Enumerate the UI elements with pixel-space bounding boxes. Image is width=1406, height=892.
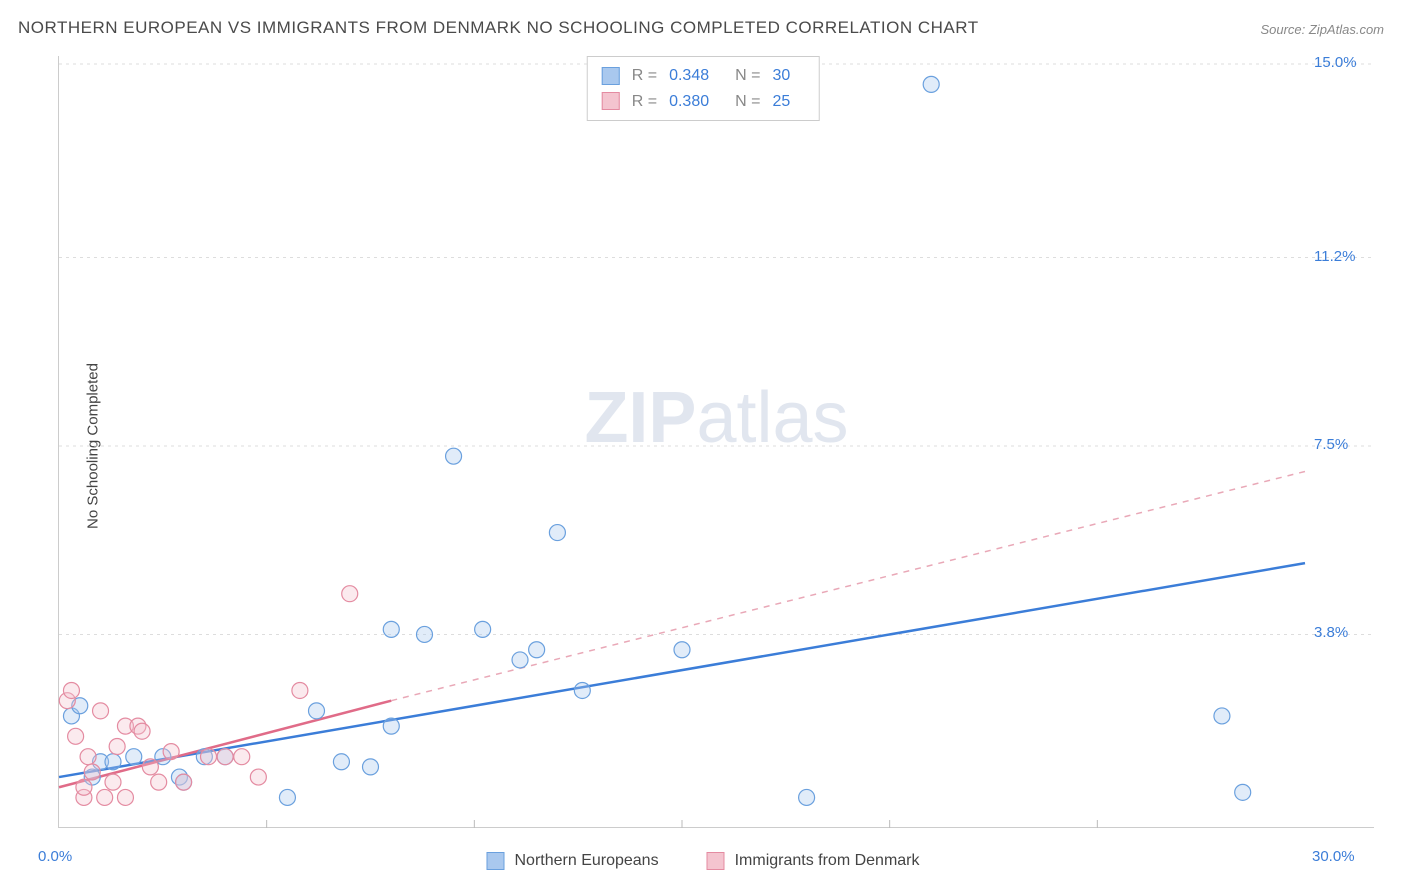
scatter-point xyxy=(234,749,250,765)
scatter-point xyxy=(217,749,233,765)
scatter-point xyxy=(163,744,179,760)
chart-title: NORTHERN EUROPEAN VS IMMIGRANTS FROM DEN… xyxy=(18,18,979,38)
scatter-point xyxy=(201,749,217,765)
legend-item-denmark: Immigrants from Denmark xyxy=(707,852,920,870)
source-label: Source: ZipAtlas.com xyxy=(1260,22,1384,37)
scatter-point xyxy=(363,759,379,775)
chart-container: NORTHERN EUROPEAN VS IMMIGRANTS FROM DEN… xyxy=(0,0,1406,892)
scatter-point xyxy=(416,626,432,642)
scatter-point xyxy=(799,789,815,805)
legend-label-denmark: Immigrants from Denmark xyxy=(735,852,920,870)
n-value-denmark: 25 xyxy=(772,89,790,115)
n-value-northern: 30 xyxy=(772,63,790,89)
scatter-point xyxy=(105,774,121,790)
scatter-point xyxy=(97,789,113,805)
scatter-point xyxy=(309,703,325,719)
r-label: R = xyxy=(632,89,657,115)
scatter-point xyxy=(292,682,308,698)
scatter-point xyxy=(446,448,462,464)
scatter-point xyxy=(383,621,399,637)
plot-area: ZIPatlas xyxy=(58,56,1374,828)
xtick-max-label: 30.0% xyxy=(1312,848,1355,865)
scatter-point xyxy=(383,718,399,734)
legend-row-northern: R = 0.348 N = 30 xyxy=(602,63,805,89)
scatter-point xyxy=(151,774,167,790)
scatter-point xyxy=(674,642,690,658)
scatter-point xyxy=(549,525,565,541)
swatch-denmark xyxy=(602,92,620,110)
ytick-label: 15.0% xyxy=(1314,54,1357,71)
scatter-point xyxy=(333,754,349,770)
scatter-point xyxy=(176,774,192,790)
ytick-label: 7.5% xyxy=(1314,436,1348,453)
scatter-point xyxy=(529,642,545,658)
scatter-point xyxy=(512,652,528,668)
ytick-label: 11.2% xyxy=(1314,248,1355,265)
scatter-point xyxy=(63,682,79,698)
scatter-point xyxy=(923,76,939,92)
correlation-legend: R = 0.348 N = 30 R = 0.380 N = 25 xyxy=(587,56,820,121)
scatter-point xyxy=(117,789,133,805)
scatter-point xyxy=(574,682,590,698)
scatter-point xyxy=(105,754,121,770)
plot-svg xyxy=(59,56,1374,827)
legend-item-northern: Northern Europeans xyxy=(486,852,658,870)
legend-label-northern: Northern Europeans xyxy=(514,852,658,870)
r-label: R = xyxy=(632,63,657,89)
scatter-point xyxy=(134,723,150,739)
scatter-point xyxy=(250,769,266,785)
scatter-point xyxy=(76,779,92,795)
scatter-point xyxy=(126,749,142,765)
legend-row-denmark: R = 0.380 N = 25 xyxy=(602,89,805,115)
r-value-denmark: 0.380 xyxy=(669,89,709,115)
ytick-label: 3.8% xyxy=(1314,624,1348,641)
scatter-point xyxy=(109,739,125,755)
scatter-point xyxy=(142,759,158,775)
swatch-denmark xyxy=(707,852,725,870)
r-value-northern: 0.348 xyxy=(669,63,709,89)
swatch-northern xyxy=(602,67,620,85)
scatter-point xyxy=(68,728,84,744)
scatter-point xyxy=(80,749,96,765)
scatter-point xyxy=(84,764,100,780)
scatter-point xyxy=(279,789,295,805)
scatter-point xyxy=(1235,784,1251,800)
n-label: N = xyxy=(735,89,760,115)
n-label: N = xyxy=(735,63,760,89)
xtick-min-label: 0.0% xyxy=(38,848,72,865)
scatter-point xyxy=(1214,708,1230,724)
scatter-point xyxy=(342,586,358,602)
series-legend: Northern Europeans Immigrants from Denma… xyxy=(486,852,919,870)
swatch-northern xyxy=(486,852,504,870)
scatter-point xyxy=(93,703,109,719)
scatter-point xyxy=(475,621,491,637)
